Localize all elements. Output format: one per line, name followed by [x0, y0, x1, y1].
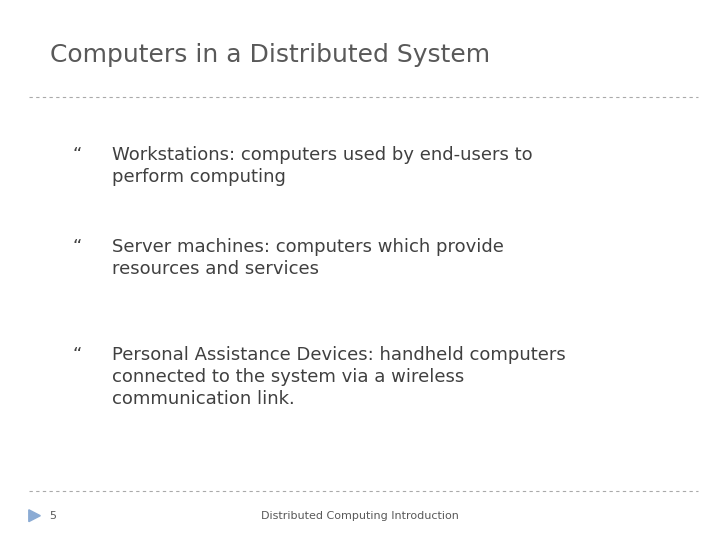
Text: “: “ [72, 238, 81, 255]
Text: Distributed Computing Introduction: Distributed Computing Introduction [261, 511, 459, 521]
Text: Computers in a Distributed System: Computers in a Distributed System [50, 43, 490, 67]
Text: “: “ [72, 346, 81, 363]
Text: “: “ [72, 146, 81, 164]
Text: Personal Assistance Devices: handheld computers
connected to the system via a wi: Personal Assistance Devices: handheld co… [112, 346, 565, 408]
Text: Workstations: computers used by end-users to
perform computing: Workstations: computers used by end-user… [112, 146, 532, 186]
Text: 5: 5 [49, 511, 56, 521]
Polygon shape [29, 510, 40, 522]
Text: Server machines: computers which provide
resources and services: Server machines: computers which provide… [112, 238, 503, 278]
